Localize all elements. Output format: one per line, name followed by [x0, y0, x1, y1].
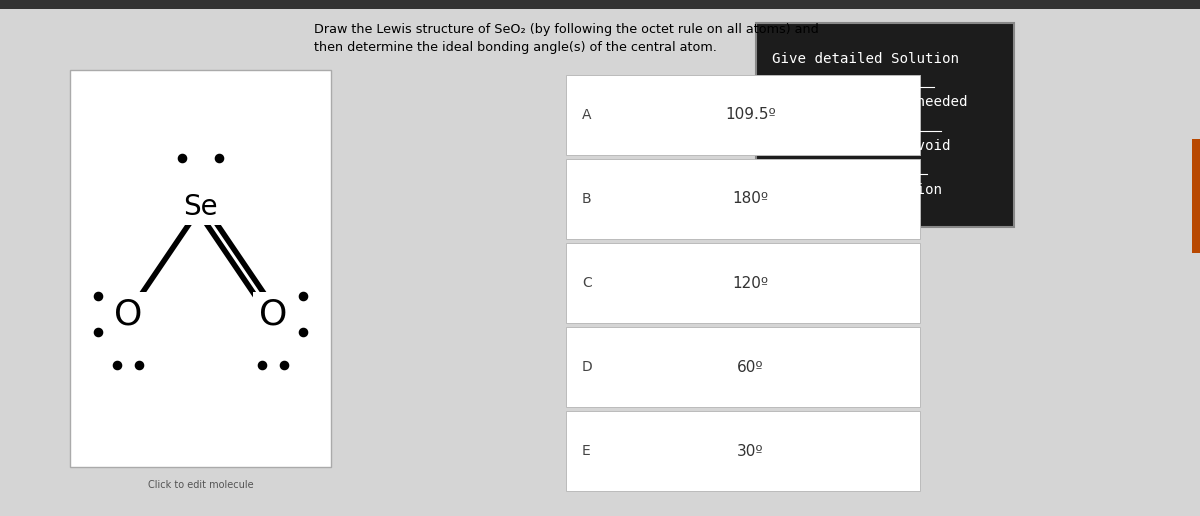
- Text: with structure, avoid: with structure, avoid: [772, 139, 950, 153]
- Text: 109.5º: 109.5º: [725, 107, 776, 122]
- Text: 180º: 180º: [732, 191, 768, 206]
- Bar: [1192, 139, 1200, 253]
- Text: 120º: 120º: [732, 276, 768, 291]
- Point: [275, 361, 294, 369]
- Text: O: O: [114, 297, 142, 331]
- Text: B: B: [582, 192, 592, 206]
- Text: D: D: [582, 360, 593, 374]
- Text: C: C: [582, 276, 592, 290]
- FancyBboxPatch shape: [566, 75, 920, 155]
- Point: [130, 361, 149, 369]
- FancyBboxPatch shape: [566, 327, 920, 407]
- FancyBboxPatch shape: [70, 70, 331, 467]
- Text: 60º: 60º: [737, 360, 763, 375]
- Point: [88, 328, 107, 336]
- Text: Give detailed Solution: Give detailed Solution: [772, 52, 959, 66]
- Text: with explanation needed: with explanation needed: [772, 95, 967, 109]
- Text: A: A: [582, 108, 592, 122]
- Text: O: O: [259, 297, 287, 331]
- Point: [210, 154, 229, 163]
- Point: [252, 361, 271, 369]
- Point: [294, 328, 313, 336]
- Point: [107, 361, 126, 369]
- Bar: [0, 0, 1200, 9]
- Text: Draw the Lewis structure of SeO₂ (by following the octet rule on all atoms) and
: Draw the Lewis structure of SeO₂ (by fol…: [314, 23, 820, 54]
- Point: [294, 292, 313, 300]
- Point: [88, 292, 107, 300]
- FancyBboxPatch shape: [566, 159, 920, 239]
- FancyBboxPatch shape: [566, 243, 920, 323]
- Text: Click to edit molecule: Click to edit molecule: [148, 480, 253, 490]
- Text: 30º: 30º: [737, 444, 763, 459]
- Text: handwritten Solution: handwritten Solution: [772, 183, 942, 197]
- FancyBboxPatch shape: [756, 23, 1014, 227]
- Text: E: E: [582, 444, 590, 458]
- FancyBboxPatch shape: [566, 411, 920, 491]
- Text: Se: Se: [184, 194, 217, 221]
- Point: [172, 154, 191, 163]
